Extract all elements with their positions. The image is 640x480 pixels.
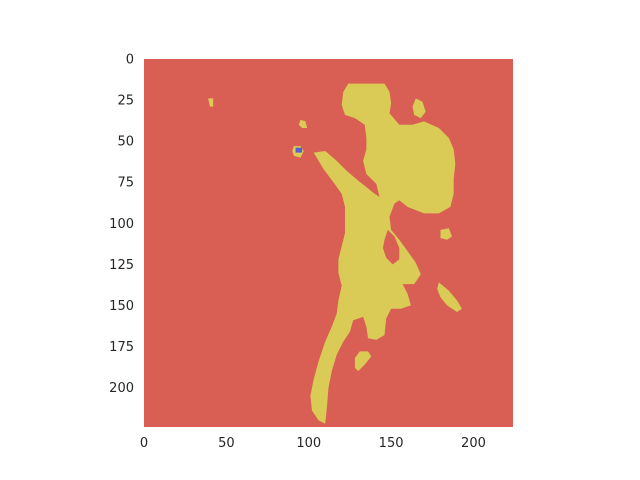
region-4 xyxy=(354,351,372,372)
y-tick-label: 50 xyxy=(117,135,134,150)
y-tick-label: 125 xyxy=(109,258,134,273)
segmentation-regions xyxy=(208,83,462,424)
region-3 xyxy=(437,282,462,312)
region-2 xyxy=(440,228,452,240)
x-tick-label: 200 xyxy=(461,436,486,451)
x-tick-label: 100 xyxy=(296,436,321,451)
y-tick-label: 175 xyxy=(109,340,134,355)
x-tick-label: 150 xyxy=(379,436,404,451)
region-1 xyxy=(412,98,426,119)
region-9 xyxy=(295,147,303,153)
y-tick-label: 25 xyxy=(117,94,134,109)
region-7 xyxy=(208,98,214,107)
x-tick-label: 0 xyxy=(140,436,148,451)
region-8 xyxy=(382,229,400,265)
y-tick-label: 200 xyxy=(109,381,134,396)
region-0 xyxy=(310,83,456,424)
y-tick-label: 75 xyxy=(117,176,134,191)
x-axis: 0 50 100 150 200 xyxy=(140,436,486,451)
y-axis: 0 25 50 75 100 125 150 175 200 xyxy=(109,53,134,397)
region-5 xyxy=(298,119,308,128)
y-tick-label: 100 xyxy=(109,217,134,232)
y-tick-label: 150 xyxy=(109,299,134,314)
y-tick-label: 0 xyxy=(126,53,134,68)
x-tick-label: 50 xyxy=(218,436,235,451)
